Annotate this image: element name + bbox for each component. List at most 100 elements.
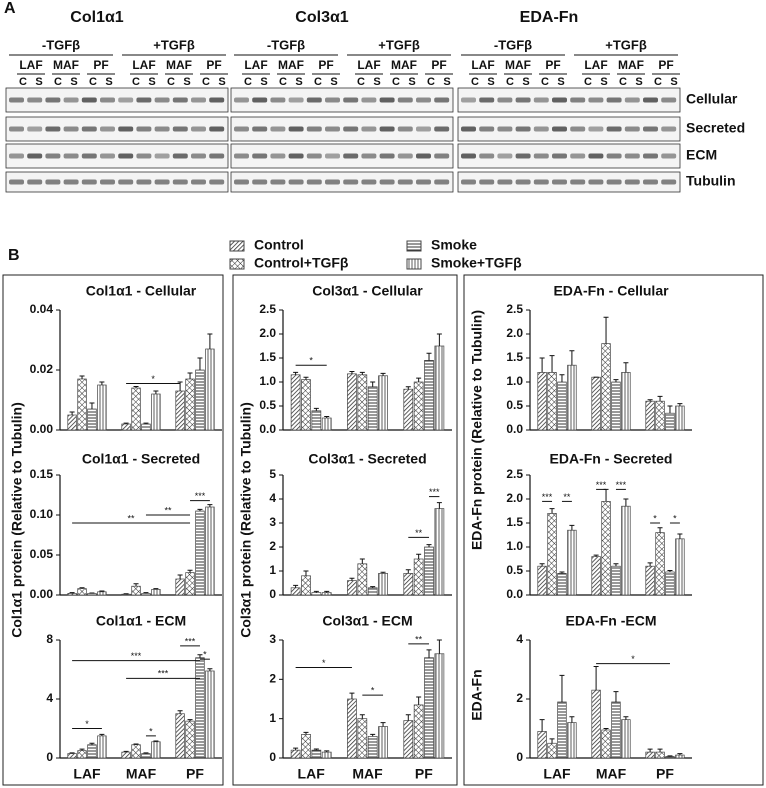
bar xyxy=(645,565,655,596)
error-bar xyxy=(207,333,213,349)
blot-band xyxy=(461,97,476,103)
bar xyxy=(175,713,185,759)
error-bar xyxy=(133,583,139,587)
bar xyxy=(601,501,611,596)
error-bar xyxy=(436,502,442,509)
panel-box xyxy=(232,274,458,786)
x-tick-label: PF xyxy=(656,766,674,782)
error-bar xyxy=(603,316,609,344)
error-bar xyxy=(667,405,673,414)
error-bar xyxy=(324,416,330,418)
significance-label: *** xyxy=(616,480,627,490)
panel-box xyxy=(463,274,764,786)
blot-band xyxy=(191,97,206,103)
bar xyxy=(367,587,378,596)
bar xyxy=(413,558,424,596)
blot-image xyxy=(230,116,454,142)
bar xyxy=(175,578,185,596)
bar xyxy=(151,393,161,431)
significance-label: *** xyxy=(185,636,196,646)
y-tick-label: 0.05 xyxy=(30,547,54,561)
blot-band xyxy=(270,179,286,185)
error-bar xyxy=(539,719,545,732)
error-bar xyxy=(313,748,319,751)
y-tick-label: 0.0 xyxy=(506,587,523,601)
y-tick-label: 2.5 xyxy=(506,467,523,481)
error-bar xyxy=(133,386,139,388)
bar xyxy=(77,750,87,759)
significance-label: ** xyxy=(415,528,423,538)
error-bar xyxy=(359,558,365,564)
lane-label: S xyxy=(373,76,380,88)
lane-label: C xyxy=(132,76,140,88)
blot-band xyxy=(270,126,286,132)
error-bar xyxy=(293,747,299,751)
y-axis-label: EDA-Fn xyxy=(469,669,485,720)
error-bar xyxy=(677,403,683,406)
bar xyxy=(611,381,621,431)
lane-label: C xyxy=(619,76,627,88)
error-bar xyxy=(349,692,355,699)
error-bar xyxy=(89,742,95,745)
y-tick-label: 5 xyxy=(269,467,276,481)
lane-label: S xyxy=(105,76,112,88)
blot-band xyxy=(191,179,206,185)
error-bar xyxy=(613,563,619,567)
bar xyxy=(205,348,215,431)
significance-label: * xyxy=(322,658,326,668)
blot-band xyxy=(379,126,395,132)
blot-band xyxy=(343,126,359,132)
blot-band xyxy=(606,126,622,132)
blot-band xyxy=(209,97,225,103)
blot-band xyxy=(306,97,322,103)
lane-label: S xyxy=(70,76,77,88)
x-tick-label: MAF xyxy=(596,766,627,782)
error-bar xyxy=(153,740,159,742)
blot-band xyxy=(606,97,622,103)
bar xyxy=(151,741,161,759)
blot-band xyxy=(361,126,377,132)
legend-label: Smoke+TGFβ xyxy=(431,255,522,271)
significance-label: *** xyxy=(195,491,206,501)
error-bar xyxy=(623,498,629,507)
cell-label: PF xyxy=(318,58,333,72)
error-bar xyxy=(426,544,432,547)
blot-band xyxy=(643,153,658,159)
blot-band xyxy=(570,126,586,132)
error-bar xyxy=(370,381,376,387)
error-bar xyxy=(99,381,105,385)
bar xyxy=(665,756,675,759)
error-bar xyxy=(405,386,411,390)
bar xyxy=(67,414,77,431)
error-bar xyxy=(197,357,203,370)
lane-label: S xyxy=(330,76,337,88)
x-tick-label: LAF xyxy=(543,766,571,782)
lane-label: C xyxy=(654,76,662,88)
y-tick-label: 2.0 xyxy=(259,326,276,340)
y-tick-label: 0.0 xyxy=(259,422,276,436)
blot-band xyxy=(343,179,359,185)
y-tick-label: 0 xyxy=(269,587,276,601)
bar xyxy=(547,742,557,759)
bar xyxy=(175,390,185,431)
y-tick-label: 0.0 xyxy=(506,422,523,436)
error-bar xyxy=(303,731,309,735)
error-bar xyxy=(153,588,159,590)
error-bar xyxy=(177,710,183,714)
y-tick-label: 0.5 xyxy=(506,398,523,412)
bar xyxy=(557,381,567,431)
error-bar xyxy=(623,362,629,373)
lane-label: S xyxy=(522,76,529,88)
error-bar xyxy=(436,333,442,346)
error-bar xyxy=(349,577,355,581)
blot-band xyxy=(9,179,24,185)
legend-label: Control xyxy=(254,237,304,253)
error-bar xyxy=(99,590,105,592)
cell-label: MAF xyxy=(505,58,531,72)
blot-band xyxy=(479,126,495,132)
blot-band xyxy=(361,179,377,185)
y-tick-label: 2 xyxy=(269,672,276,686)
error-bar xyxy=(89,402,95,409)
blot-band xyxy=(497,97,513,103)
blot-band xyxy=(416,126,431,132)
